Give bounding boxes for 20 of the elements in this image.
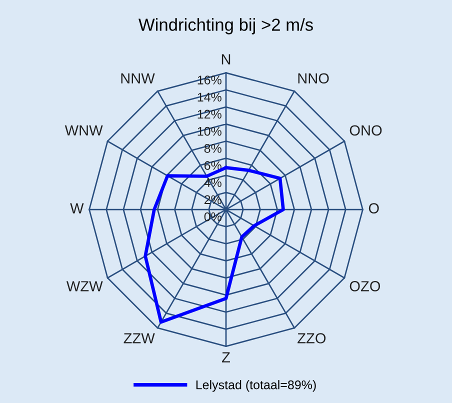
spoke-label: NNO [298,73,329,84]
spoke-label: NNW [121,73,155,84]
y-tick-label: 10% [198,126,222,136]
spoke-label: O [368,203,379,214]
spoke-label: Z [222,352,230,362]
spoke-label: OZO [350,281,380,292]
spoke-label: WZW [66,281,103,292]
y-tick-label: 16% [198,76,222,84]
y-tick-label: 14% [198,92,222,102]
spoke-label: N [222,54,230,64]
spoke-label: ZZO [298,333,326,344]
y-tick-label: 12% [198,110,222,119]
legend-label: Lelystad (totaal=89%) [196,380,316,392]
spoke-label: W [70,203,84,214]
y-tick-label: 8% [204,144,222,153]
spoke-label: ONO [350,125,382,136]
chart-title: Windrichting bij >2 m/s [138,18,313,34]
spoke-label: WNW [64,125,103,136]
y-tick-label: 6% [204,161,222,170]
spoke-label: ZZW [124,333,155,344]
